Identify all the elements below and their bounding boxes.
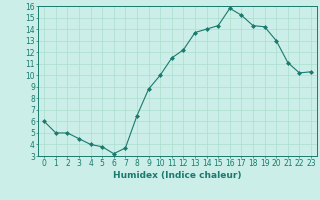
X-axis label: Humidex (Indice chaleur): Humidex (Indice chaleur) xyxy=(113,171,242,180)
